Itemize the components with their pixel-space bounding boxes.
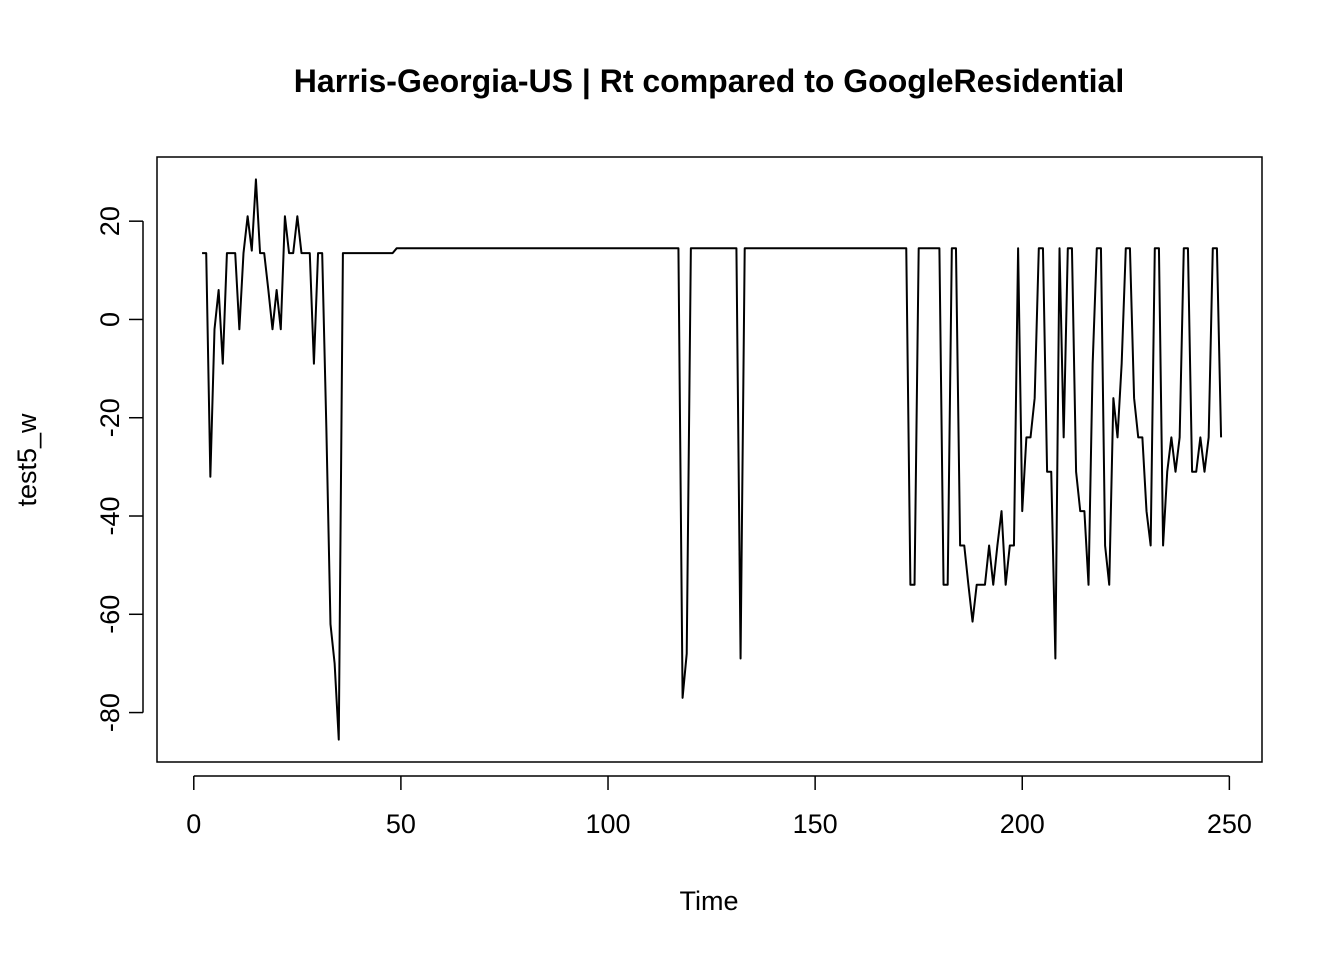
y-tick-label: 20 (95, 206, 125, 236)
x-tick-label: 50 (386, 809, 416, 839)
x-tick-label: 200 (1000, 809, 1045, 839)
series-line (202, 178, 1223, 741)
plot-box (156, 156, 1263, 763)
x-tick-label: 100 (585, 809, 630, 839)
chart-title: Harris-Georgia-US | Rt compared to Googl… (294, 63, 1124, 99)
y-tick-label: -60 (95, 595, 125, 634)
x-axis-label: Time (680, 886, 739, 916)
x-tick-label: 250 (1207, 809, 1252, 839)
x-tick-label: 150 (793, 809, 838, 839)
y-tick-label: -20 (95, 398, 125, 437)
y-tick-label: -40 (95, 496, 125, 535)
y-tick-label: 0 (95, 312, 125, 327)
y-tick-label: -80 (95, 693, 125, 732)
y-axis-label: test5_w (12, 413, 42, 507)
x-tick-label: 0 (186, 809, 201, 839)
